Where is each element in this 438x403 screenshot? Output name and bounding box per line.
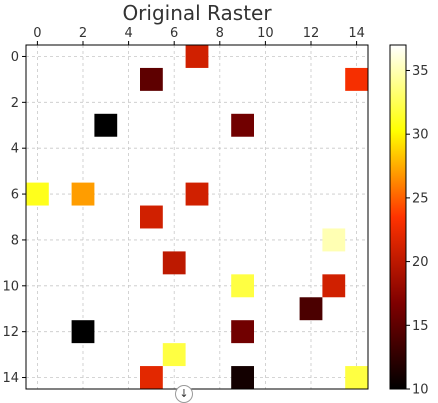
colorbar-tick-label: 35 (412, 64, 429, 79)
y-axis-ticks: 0 2 4 6 8 10 12 14 (2, 50, 26, 386)
heatmap-cell (345, 366, 368, 389)
arrow-down-icon: ↓ (179, 387, 189, 400)
heatmap-cell (231, 366, 254, 389)
x-tick-label: 14 (348, 26, 365, 41)
y-tick-label: 12 (2, 325, 19, 340)
colorbar-tick-label: 20 (412, 255, 429, 270)
colorbar-ticks: 10 15 20 25 30 35 (406, 64, 429, 398)
heatmap-cell (322, 228, 346, 252)
heatmap-cell (185, 45, 209, 68)
x-tick-label: 8 (216, 26, 224, 41)
heatmap-cell (71, 182, 95, 206)
scroll-down-button[interactable]: ↓ (175, 385, 193, 403)
plot-frame (25, 44, 369, 390)
x-tick-label: 10 (257, 26, 274, 41)
heatmap-cell (26, 182, 49, 206)
heatmap-cell (71, 320, 95, 344)
heatmap-cell (140, 205, 163, 229)
colorbar-tick-label: 10 (412, 383, 429, 398)
colorbar-tick-label: 15 (412, 319, 429, 334)
colorbar (389, 44, 407, 390)
chart-title: Original Raster (122, 1, 272, 25)
heatmap-cell (345, 67, 368, 91)
heatmap-cell (322, 274, 346, 298)
x-tick-label: 4 (124, 26, 132, 41)
heatmap-cell (185, 182, 209, 206)
x-axis-ticks: 0 2 4 6 8 10 12 14 (33, 26, 365, 45)
x-tick-label: 2 (79, 26, 87, 41)
colorbar-tick-label: 30 (412, 128, 429, 143)
y-tick-label: 0 (11, 50, 19, 65)
heatmap-cell (231, 113, 254, 137)
y-tick-label: 10 (2, 279, 19, 294)
heatmap-cell (299, 297, 323, 321)
y-tick-label: 6 (11, 188, 19, 203)
y-tick-label: 4 (11, 142, 19, 157)
heatmap-cells (26, 45, 368, 389)
heatmap-cell (162, 343, 186, 367)
y-tick-label: 2 (11, 96, 19, 111)
y-tick-label: 8 (11, 233, 19, 248)
heatmap-cell (231, 320, 254, 344)
x-tick-label: 12 (303, 26, 320, 41)
heatmap-cell (231, 274, 254, 298)
heatmap-cell (94, 113, 118, 137)
heatmap-cell (162, 251, 186, 275)
x-tick-label: 0 (33, 26, 41, 41)
heatmap-cell (140, 67, 163, 91)
x-tick-label: 6 (170, 26, 178, 41)
y-tick-label: 14 (2, 371, 19, 386)
colorbar-tick-label: 25 (412, 191, 429, 206)
heatmap-cell (140, 366, 163, 389)
